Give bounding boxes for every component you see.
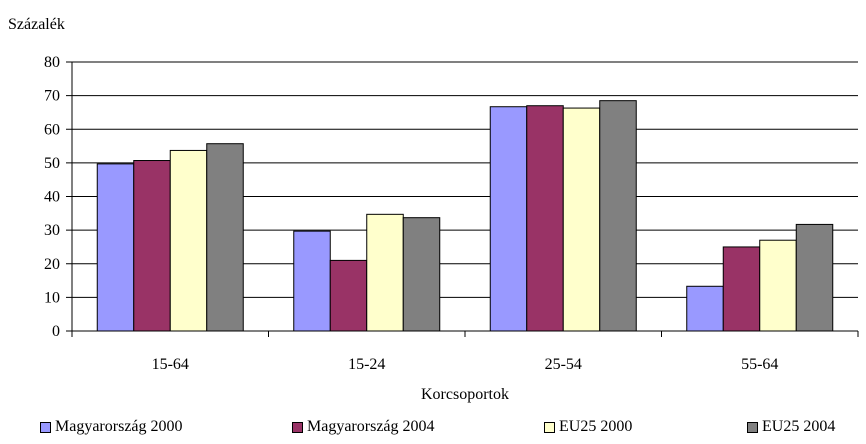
bar xyxy=(402,217,441,332)
legend-label: Magyarország 2000 xyxy=(55,418,183,435)
legend-swatch xyxy=(544,421,555,433)
y-tick-label: 0 xyxy=(52,323,60,340)
y-tick-label: 30 xyxy=(44,222,60,239)
legend-label: EU25 2004 xyxy=(762,418,836,435)
legend-label: EU25 2000 xyxy=(559,418,633,435)
y-tick-label: 70 xyxy=(44,88,60,105)
bar xyxy=(722,246,761,332)
legend-item: EU25 2000 xyxy=(544,418,632,436)
legend-swatch xyxy=(292,421,303,433)
x-tick-label: 15-24 xyxy=(348,356,385,373)
bar xyxy=(759,239,797,332)
bar xyxy=(329,259,368,332)
x-tick-label: 55-64 xyxy=(741,356,778,373)
bar xyxy=(366,213,404,332)
bar xyxy=(206,143,244,332)
x-axis-title: Korcsoportok xyxy=(421,386,509,403)
bar xyxy=(169,149,208,332)
bar xyxy=(489,106,528,332)
y-tick-label: 10 xyxy=(44,289,60,306)
y-axis-title: Százalék xyxy=(8,16,65,33)
bar xyxy=(795,223,834,332)
legend-swatch xyxy=(747,421,758,433)
bar xyxy=(599,100,637,332)
legend-item: Magyarország 2000 xyxy=(40,418,183,436)
legend-swatch xyxy=(40,421,51,433)
y-tick-label: 50 xyxy=(44,155,60,172)
bar xyxy=(293,230,331,332)
y-tick-label: 40 xyxy=(44,189,60,206)
legend-item: Magyarország 2004 xyxy=(292,418,435,436)
y-tick-label: 60 xyxy=(44,121,60,138)
bar xyxy=(562,107,601,332)
bar xyxy=(526,105,564,332)
chart-legend: Magyarország 2000 Magyarország 2004 EU25 2… xyxy=(0,418,866,442)
y-tick-label: 20 xyxy=(44,256,60,273)
x-tick-label: 15-64 xyxy=(152,356,189,373)
bar xyxy=(686,285,724,332)
y-tick-label: 80 xyxy=(44,54,60,71)
bar xyxy=(133,160,171,332)
x-tick-label: 25-54 xyxy=(545,356,582,373)
legend-label: Magyarország 2004 xyxy=(307,418,435,435)
legend-item: EU25 2004 xyxy=(747,418,835,436)
bar xyxy=(96,163,135,332)
